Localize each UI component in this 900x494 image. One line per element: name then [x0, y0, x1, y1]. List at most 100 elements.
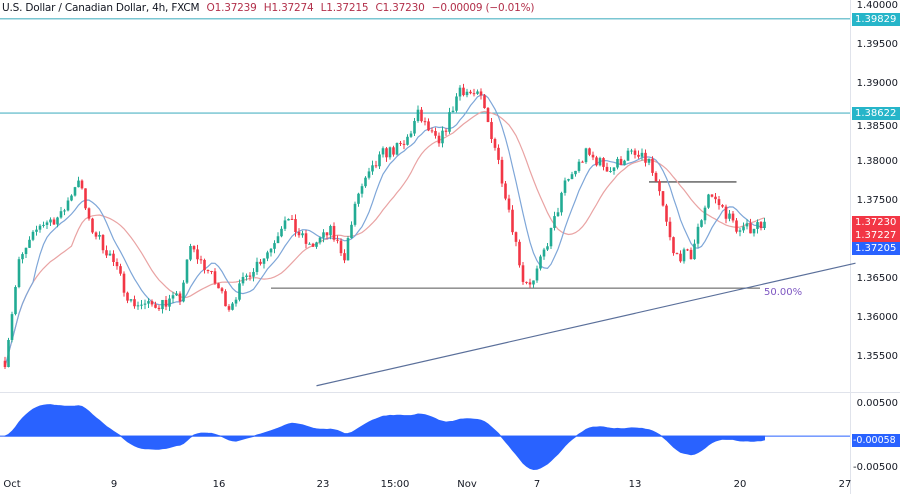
close-value: C1.37230 — [375, 2, 425, 14]
candle-body — [210, 270, 213, 272]
candle-body — [84, 188, 87, 209]
candle-body — [168, 298, 171, 307]
candle-body — [679, 253, 682, 262]
candle-body — [304, 233, 308, 244]
candle-body — [28, 239, 31, 248]
candle-body — [465, 91, 469, 96]
candle-body — [388, 147, 392, 158]
candle-body — [434, 131, 437, 136]
candle-body — [112, 253, 115, 262]
candle-body — [584, 148, 588, 163]
candle-body — [542, 249, 546, 257]
candle-body — [199, 259, 203, 261]
low-value: L1.37215 — [320, 2, 369, 14]
candle-body — [105, 250, 108, 256]
candle-body — [455, 96, 458, 111]
candle-body — [185, 259, 189, 283]
candle-body — [343, 253, 346, 261]
candle-body — [56, 217, 59, 225]
candle-body — [273, 243, 276, 249]
candle-body — [154, 304, 157, 308]
price-tick: 1.39000 — [856, 77, 898, 89]
candle-body — [570, 174, 574, 180]
candle-body — [633, 150, 637, 155]
price-tag: 1.37230 — [852, 215, 900, 229]
candle-body — [42, 224, 45, 226]
candle-body — [329, 225, 332, 236]
candle-body — [497, 147, 500, 160]
candle-body — [196, 249, 199, 260]
candle-body — [483, 95, 486, 109]
candle-body — [322, 232, 325, 238]
candle-body — [21, 254, 24, 260]
candle-body — [98, 235, 101, 237]
candle-body — [665, 205, 668, 222]
oscillator-value-tag: -0.00058 — [852, 433, 900, 447]
price-tag: 1.39829 — [852, 12, 900, 26]
candle-body — [10, 314, 14, 340]
candle-body — [318, 237, 322, 243]
time-tick: 23 — [316, 479, 330, 490]
candle-body — [14, 287, 17, 315]
candle-body — [724, 206, 728, 219]
fib-label: 50.00% — [764, 287, 803, 298]
candle-body — [640, 152, 644, 157]
time-tick: 20 — [733, 479, 747, 490]
price-tick: 1.36000 — [856, 311, 898, 323]
candle-body — [49, 219, 52, 223]
candle-body — [294, 219, 297, 233]
candle-body — [94, 232, 98, 237]
candle-body — [728, 213, 731, 219]
candle-body — [203, 259, 206, 271]
candle-body — [371, 165, 374, 172]
time-tick: Oct — [3, 479, 21, 490]
candle-body — [402, 143, 406, 145]
candle-body — [364, 177, 367, 187]
candle-body — [416, 109, 420, 121]
candle-body — [136, 305, 140, 307]
candle-body — [553, 216, 556, 228]
oscillator-tick: 0.00500 — [856, 397, 898, 409]
candle-body — [122, 273, 126, 293]
symbol-legend: U.S. Dollar / Canadian Dollar, 4h, FXCM … — [2, 2, 538, 14]
candle-body — [290, 218, 294, 220]
fast-moving-average — [4, 94, 765, 368]
candle-body — [717, 199, 721, 206]
candle-body — [392, 147, 395, 155]
price-tag: 1.37205 — [852, 241, 900, 255]
candle-body — [262, 258, 266, 264]
candle-body — [409, 133, 413, 137]
time-tick: Nov — [457, 479, 477, 490]
candle-body — [686, 249, 689, 251]
candle-body — [367, 171, 371, 178]
candle-body — [654, 172, 658, 182]
candle-body — [357, 193, 360, 204]
time-tick: 27 — [838, 479, 852, 490]
candle-body — [70, 195, 73, 201]
candle-body — [308, 243, 311, 245]
candle-body — [721, 205, 724, 207]
candle-body — [178, 293, 182, 302]
candle-body — [567, 179, 570, 181]
candle-body — [430, 130, 434, 132]
candle-body — [437, 135, 441, 144]
candle-body — [745, 223, 749, 227]
candle-body — [283, 220, 287, 229]
candle-body — [546, 246, 549, 250]
candle-body — [45, 222, 49, 225]
time-tick: 13 — [628, 479, 642, 490]
candle-body — [269, 248, 273, 253]
candle-body — [668, 221, 672, 238]
candle-body — [157, 307, 161, 310]
candle-body — [735, 220, 738, 232]
candle-body — [675, 253, 679, 255]
candle-body — [738, 230, 742, 232]
candle-body — [220, 288, 224, 292]
candle-body — [563, 180, 567, 193]
candle-body — [31, 231, 35, 240]
price-tick: 1.37500 — [856, 194, 898, 206]
candle-body — [115, 261, 119, 267]
candle-body — [602, 158, 605, 167]
candle-body — [150, 301, 154, 305]
